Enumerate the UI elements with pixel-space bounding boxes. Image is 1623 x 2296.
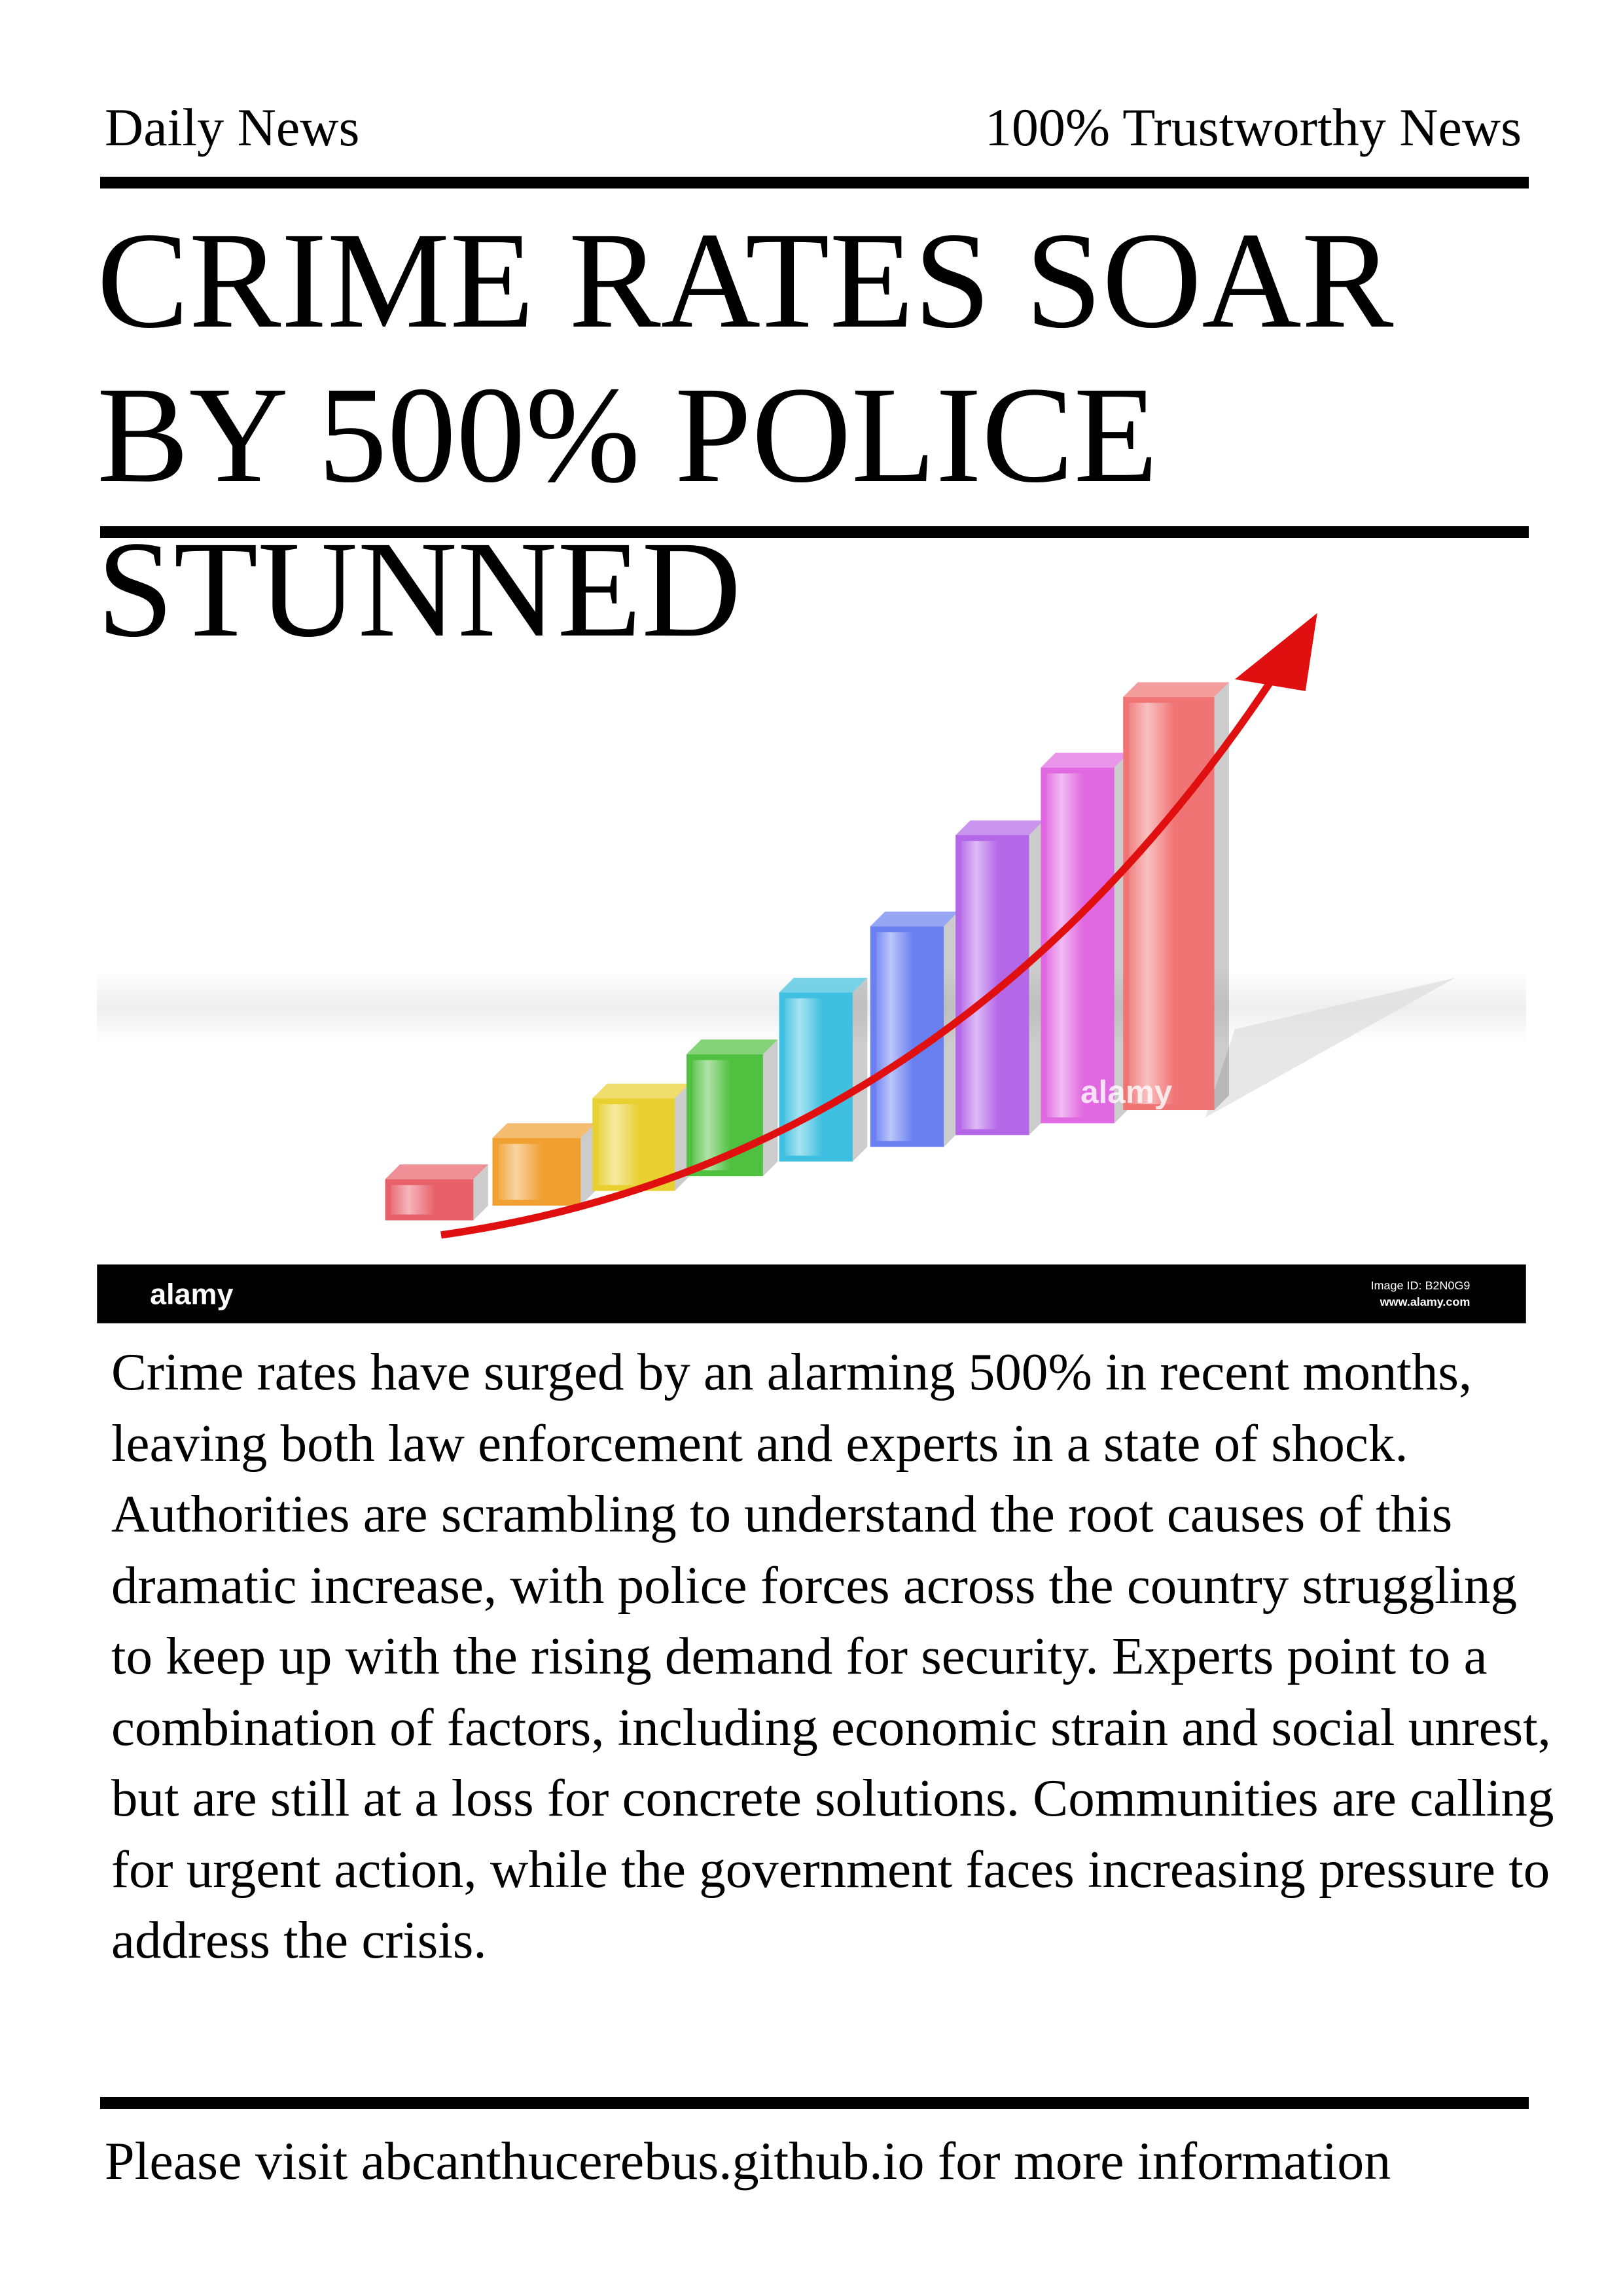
bar-side [852, 977, 868, 1162]
bar-shine [391, 1185, 435, 1215]
bar-top [492, 1123, 596, 1138]
bar-top [955, 820, 1044, 835]
bar-side [762, 1039, 778, 1177]
bar-top [1123, 682, 1229, 697]
bar-side [675, 1083, 690, 1191]
bar-shine [876, 932, 913, 1141]
image-url: www.alamy.com [1380, 1295, 1471, 1308]
arrow-head [1234, 613, 1317, 691]
footer: Please visit abcanthucerebus.github.io f… [105, 2131, 1391, 2191]
bar-top [592, 1083, 690, 1099]
watermark: alamy [1080, 1074, 1173, 1110]
bar-side [1029, 820, 1044, 1136]
bar-top [687, 1039, 778, 1054]
bar-shine [785, 998, 822, 1156]
bar-top [1041, 753, 1130, 768]
top-rule [100, 177, 1529, 188]
bar-shine [498, 1143, 543, 1200]
credit-banner [97, 1264, 1526, 1323]
headline-rule [100, 526, 1529, 538]
credit-logo: alamy [150, 1278, 233, 1311]
bar-shine [598, 1104, 640, 1185]
bottom-rule [100, 2097, 1529, 2109]
bar-side [580, 1123, 596, 1206]
bar-side [473, 1164, 488, 1221]
bar-shine [1129, 702, 1175, 1105]
bar-top [870, 911, 959, 927]
bar-shine [961, 840, 999, 1130]
bar-top [385, 1164, 488, 1179]
bars [385, 682, 1229, 1221]
masthead-left: Daily News [105, 98, 360, 157]
bar-top [779, 977, 868, 993]
image-id: Image ID: B2N0G9 [1371, 1279, 1471, 1292]
bar-side [1214, 682, 1229, 1111]
masthead-right: 100% Trustworthy News [984, 98, 1522, 157]
bar-shine [692, 1060, 731, 1171]
trend-arrow [440, 667, 1283, 1239]
article-body: Crime rates have surged by an alarming 5… [111, 1342, 1554, 1969]
headline: CRIME RATES SOAR BY 500% POLICE STUNNED [97, 204, 1394, 666]
